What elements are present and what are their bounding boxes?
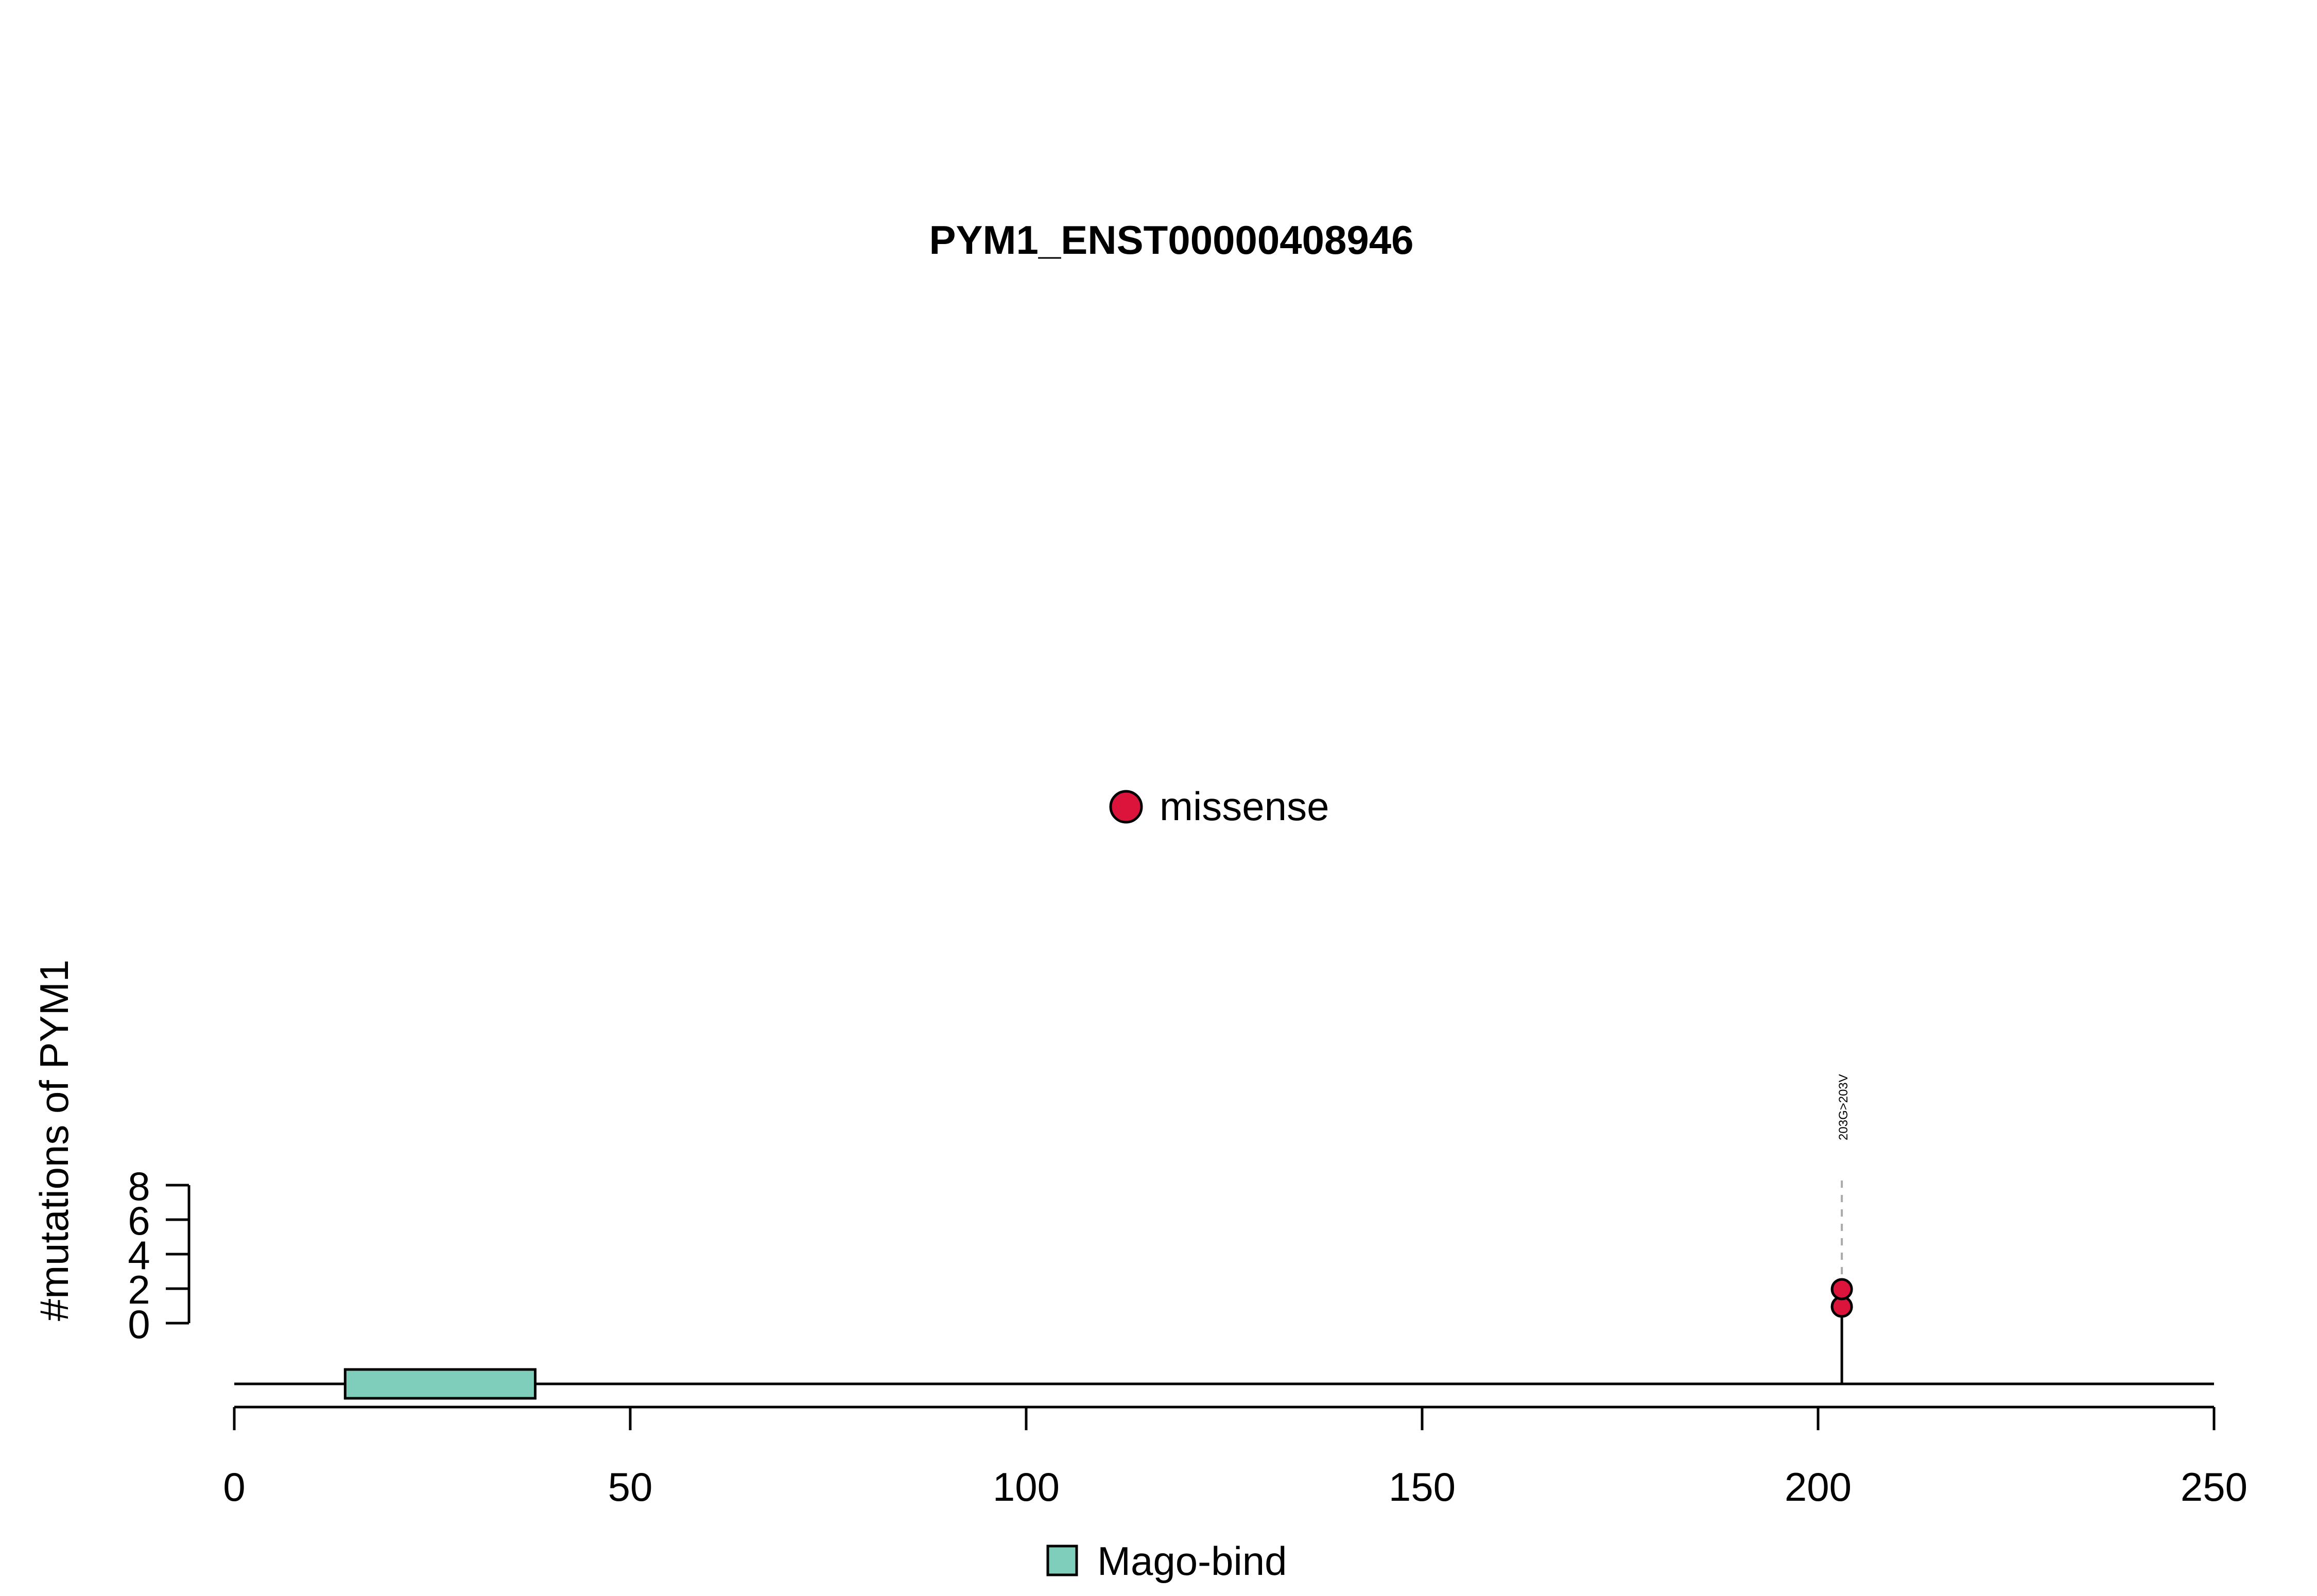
mutation-label-203: 203G>203V [1837,1074,1851,1140]
y-tick-label-8: 8 [128,1164,150,1209]
x-tick-label-250: 250 [2181,1464,2247,1510]
missense-legend-marker [1109,790,1143,824]
y-tick-label-0: 0 [128,1302,150,1347]
chart-title: PYM1_ENST00000408946 [929,217,1414,263]
x-axis: 0 50 100 150 200 250 [223,1406,2247,1510]
y-axis-label: #mutations of PYM1 [31,960,77,1321]
x-tick-label-200: 200 [1785,1464,1852,1510]
x-tick-label-0: 0 [223,1464,245,1510]
protein-track [234,1368,2214,1400]
y-tick-label-2: 2 [128,1267,150,1312]
x-tick-label-100: 100 [993,1464,1060,1510]
x-tick-label-150: 150 [1389,1464,1456,1510]
mutation-point-203-2 [1830,1278,1853,1300]
y-tick-label-6: 6 [128,1198,150,1243]
mago-bind-legend-swatch [1046,1545,1078,1576]
domain-mago-bind [343,1368,537,1400]
y-tick-label-4: 4 [128,1233,150,1278]
mago-bind-legend-label: Mago-bind [1097,1538,1287,1584]
mutation-type-legend: missense [1109,784,1329,829]
x-tick-label-50: 50 [608,1464,653,1510]
mutation-layer: 203G>203V [1830,1074,1853,1384]
missense-legend-label: missense [1160,784,1329,829]
domain-legend: Mago-bind [1046,1538,1287,1584]
